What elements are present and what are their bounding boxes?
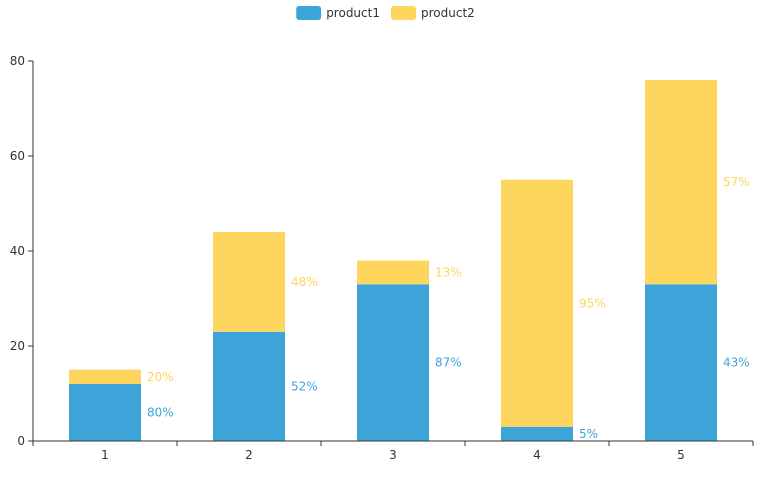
x-tick-label-2: 2 bbox=[245, 448, 253, 462]
data-label-product2-4: 95% bbox=[579, 296, 606, 310]
legend-label-product1: product1 bbox=[326, 6, 380, 20]
data-label-product1-3: 87% bbox=[435, 356, 462, 370]
legend-label-product2: product2 bbox=[421, 6, 475, 20]
y-axis: 0 20 40 60 80 bbox=[10, 54, 34, 448]
x-tick-label-3: 3 bbox=[389, 448, 397, 462]
bar-product1-3[interactable] bbox=[357, 284, 429, 441]
bar-product2-2[interactable] bbox=[213, 232, 285, 332]
y-tick-label-40: 40 bbox=[10, 244, 25, 258]
x-tick-label-5: 5 bbox=[677, 448, 685, 462]
y-tick-label-0: 0 bbox=[17, 434, 25, 448]
bar-product2-3[interactable] bbox=[357, 260, 429, 285]
y-tick-label-20: 20 bbox=[10, 339, 25, 353]
data-label-product2-5: 57% bbox=[723, 175, 750, 189]
data-label-product1-2: 52% bbox=[291, 379, 318, 393]
legend-swatch-product1 bbox=[296, 6, 322, 20]
data-label-product1-1: 80% bbox=[147, 406, 174, 420]
bar-product1-5[interactable] bbox=[645, 284, 717, 441]
y-tick-label-80: 80 bbox=[10, 54, 25, 68]
bar-product1-4[interactable] bbox=[501, 426, 573, 441]
bar-product2-4[interactable] bbox=[501, 179, 573, 427]
data-label-product1-4: 5% bbox=[579, 427, 598, 441]
legend: product1 product2 bbox=[296, 6, 475, 20]
data-label-product2-2: 48% bbox=[291, 275, 318, 289]
bar-product1-1[interactable] bbox=[69, 384, 141, 441]
data-labels: 80% 20% 52% 48% 87% 13% 5% 95% 43% 57% bbox=[147, 175, 750, 441]
legend-item-product2[interactable]: product2 bbox=[391, 6, 475, 20]
data-label-product1-5: 43% bbox=[723, 356, 750, 370]
bar-product2-1[interactable] bbox=[69, 369, 141, 384]
data-label-product2-3: 13% bbox=[435, 265, 462, 279]
x-axis: 1 2 3 4 5 bbox=[32, 440, 754, 462]
bars bbox=[69, 80, 717, 441]
x-tick-label-4: 4 bbox=[533, 448, 541, 462]
data-label-product2-1: 20% bbox=[147, 370, 174, 384]
x-tick-label-1: 1 bbox=[101, 448, 109, 462]
bar-product1-2[interactable] bbox=[213, 331, 285, 441]
bar-product2-5[interactable] bbox=[645, 80, 717, 285]
legend-item-product1[interactable]: product1 bbox=[296, 6, 380, 20]
y-tick-label-60: 60 bbox=[10, 149, 25, 163]
legend-swatch-product2 bbox=[391, 6, 416, 20]
